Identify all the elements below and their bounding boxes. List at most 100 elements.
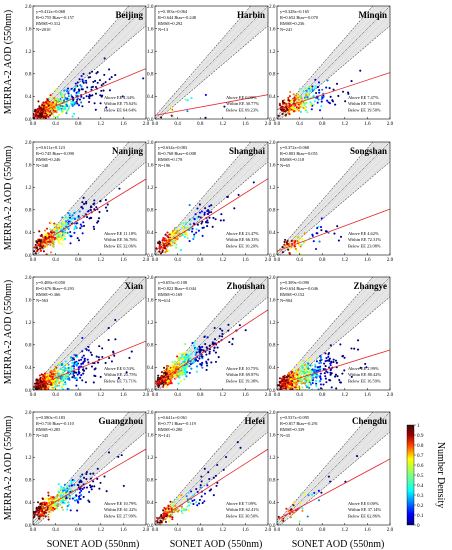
ee-percentage: Above EE 4.34% <box>104 95 135 100</box>
scatter-point <box>298 361 301 365</box>
scatter-point <box>97 217 101 220</box>
scatter-point <box>178 228 181 231</box>
scatter-point <box>197 229 200 232</box>
scatter-point <box>341 90 345 93</box>
scatter-point <box>94 367 97 370</box>
scatter-point <box>42 236 45 239</box>
scatter-point <box>318 109 322 112</box>
scatter-point <box>191 227 194 230</box>
scatter-point <box>57 238 60 241</box>
scatter-point <box>327 475 330 478</box>
scatter-point <box>161 381 164 384</box>
scatter-point <box>192 344 195 347</box>
scatter-point <box>304 106 307 110</box>
scatter-point <box>160 371 164 374</box>
scatter-point <box>34 510 37 514</box>
scatter-point <box>172 509 175 512</box>
scatter-point <box>309 86 312 89</box>
scatter-point <box>80 85 83 88</box>
y-tick-label: 1.6 <box>25 432 32 438</box>
panel-frame <box>32 5 147 120</box>
scatter-point <box>57 113 60 116</box>
scatter-point <box>82 72 85 75</box>
scatter-point <box>73 479 76 482</box>
scatter-point <box>198 345 201 348</box>
scatter-point <box>50 373 53 376</box>
scatter-point <box>319 377 322 381</box>
x-tick-label: 0.8 <box>319 257 326 263</box>
scatter-point <box>47 518 50 521</box>
scatter-point <box>329 480 332 483</box>
scatter-point <box>60 109 63 112</box>
scatter-point <box>190 96 193 100</box>
scatter-point <box>61 105 64 108</box>
scatter-point <box>73 217 76 220</box>
scatter-point <box>191 499 194 503</box>
scatter-point <box>210 204 213 207</box>
scatter-point <box>290 239 293 242</box>
scatter-point <box>46 388 49 390</box>
scatter-point <box>62 99 66 103</box>
panel-minqin: 0.0 0.4 0.8 1.2 1.6 2.02.01.61.20.80.40.0y=0.… <box>269 4 394 127</box>
scatter-point <box>172 504 175 507</box>
scatter-point <box>54 103 57 106</box>
scatter-point <box>302 359 305 362</box>
scatter-point <box>297 368 300 371</box>
scatter-point <box>61 489 65 492</box>
scatter-point <box>193 498 196 502</box>
scatter-point <box>77 372 81 375</box>
x-tick-label: 2.0 <box>143 392 150 398</box>
scatter-point <box>282 519 285 522</box>
scatter-point <box>283 243 286 246</box>
scatter-point <box>61 379 64 382</box>
scatter-point <box>281 112 284 115</box>
scatter-point <box>51 102 54 105</box>
y-tick-label: 0.8 <box>147 478 154 484</box>
x-tick-label: 0.4 <box>174 527 181 533</box>
ee-percentage: Within EE 30.77% <box>226 101 259 106</box>
scatter-point <box>289 516 293 519</box>
scatter-point <box>202 349 205 352</box>
scatter-point <box>59 238 62 241</box>
scatter-point <box>162 510 166 513</box>
scatter-point <box>49 506 52 509</box>
y-tick-label: 0.8 <box>269 208 276 214</box>
x-tick-label: 1.6 <box>242 527 249 533</box>
scatter-point <box>92 381 95 384</box>
scatter-point <box>52 224 55 227</box>
scatter-point <box>70 484 73 487</box>
one-to-one-line <box>277 142 390 255</box>
y-tick-label: 0.0 <box>147 253 154 259</box>
scatter-point <box>89 216 92 219</box>
scatter-point <box>317 81 320 84</box>
scatter-point <box>173 242 176 245</box>
scatter-point <box>59 494 62 498</box>
scatter-point <box>282 384 285 387</box>
scatter-point <box>81 356 84 359</box>
scatter-point <box>75 94 78 97</box>
scatter-point <box>56 236 59 239</box>
scatter-point <box>76 483 79 486</box>
x-tick-label: 0.0 <box>30 392 37 398</box>
scatter-point <box>62 235 65 238</box>
scatter-point <box>192 237 195 241</box>
scatter-point <box>169 244 172 247</box>
scatter-point <box>71 478 74 481</box>
scatter-point <box>108 356 111 360</box>
scatter-point <box>332 361 335 364</box>
scatter-point <box>71 493 74 496</box>
y-axis-label-row-4: MERRA-2 AOD (550nm) <box>3 416 14 520</box>
scatter-point <box>81 362 85 365</box>
scatter-point <box>61 230 64 233</box>
scatter-point <box>49 94 52 97</box>
scatter-point <box>36 509 39 512</box>
scatter-point <box>316 101 319 104</box>
scatter-point <box>196 207 199 210</box>
scatter-point <box>317 489 320 492</box>
scatter-point <box>203 213 206 216</box>
stat-line: y=0.328x+0.165 <box>280 9 310 14</box>
scatter-point <box>185 495 188 498</box>
scatter-point <box>303 367 306 370</box>
scatter-point <box>171 518 174 521</box>
scatter-point <box>310 493 314 496</box>
